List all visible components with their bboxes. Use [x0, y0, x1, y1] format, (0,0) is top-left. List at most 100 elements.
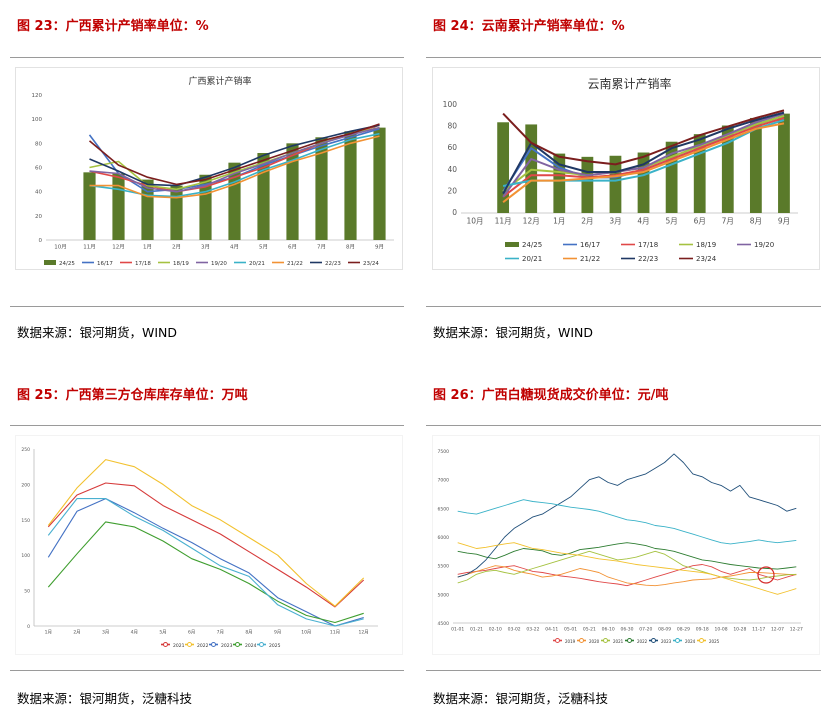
- bar: [112, 173, 125, 240]
- x-tick-label: 7月: [317, 244, 326, 251]
- x-tick-label: 11月: [495, 217, 512, 226]
- chart-title: 云南累计产销率: [587, 76, 671, 91]
- x-tick-label: 1月: [45, 630, 52, 636]
- x-tick-label: 12月: [112, 244, 125, 251]
- legend-label: 20/21: [522, 255, 542, 263]
- x-tick-label: 04-11: [545, 627, 558, 633]
- legend-label: 22/23: [325, 261, 341, 267]
- x-tick-label: 2月: [581, 217, 593, 226]
- x-tick-label: 9月: [375, 244, 384, 251]
- legend-label: 16/17: [97, 261, 113, 267]
- chart-23: 广西累计产销率 0 20 40 60 80 100 120 10月 11月 12月 1月 2月 3月 4月 5…: [32, 75, 394, 267]
- legend-label: 23/24: [696, 255, 717, 263]
- y-tick-label: 200: [21, 482, 30, 488]
- source-note: 数据来源：银河期货，WIND: [17, 325, 178, 340]
- x-tick-label: 12月: [523, 217, 540, 226]
- source-note: 数据来源：银河期货，泛糖科技: [433, 691, 609, 706]
- series-line: [457, 542, 797, 570]
- x-tick-label: 01-21: [470, 627, 483, 633]
- chart-container: 广西累计产销率 0 20 40 60 80 100 120 10月 11月 12月 1月 2月 3月 4月 5…: [15, 67, 403, 270]
- y-tick-label: 5000: [438, 592, 450, 598]
- x-tick-label: 6月: [188, 630, 195, 636]
- series-line: [502, 109, 785, 166]
- x-tick-label: 06-10: [602, 627, 615, 633]
- source-note: 数据来源：银河期货，WIND: [433, 325, 594, 340]
- bar: [344, 131, 357, 240]
- legend-label: 2023: [661, 639, 672, 644]
- x-tick-label: 4月: [637, 217, 649, 226]
- chart-title: 广西累计产销率: [188, 75, 251, 87]
- series-line: [47, 521, 364, 624]
- y-tick-label: 0: [452, 208, 457, 217]
- series-line: [47, 498, 364, 627]
- y-tick-label: 0: [39, 238, 43, 244]
- x-tick-label: 3月: [609, 217, 621, 226]
- bar: [778, 113, 790, 213]
- x-tick-label: 1月: [143, 244, 152, 251]
- y-tick-label: 40: [447, 165, 457, 174]
- x-tick-label: 9月: [778, 217, 790, 226]
- legend-marker: [235, 642, 240, 647]
- legend-label: 24/25: [59, 261, 75, 267]
- x-tick-label: 12-27: [790, 627, 803, 633]
- y-tick-label: 20: [35, 214, 42, 220]
- y-tick-label: 4500: [438, 621, 450, 627]
- bar: [609, 155, 622, 213]
- legend-marker: [699, 638, 704, 643]
- y-tick-label: 50: [24, 589, 30, 595]
- legend-marker: [675, 638, 680, 643]
- legend-label: 21/22: [580, 255, 600, 263]
- x-tick-label: 3月: [201, 244, 210, 251]
- bar: [497, 122, 510, 213]
- y-tick-label: 100: [443, 100, 458, 109]
- chart-24: 云南累计产销率 0 20 40 60 80 100 10月 11月 12月 1月 2月 3月 4月 5月 6月…: [443, 76, 798, 263]
- y-tick-label: 6000: [438, 535, 450, 541]
- bar: [749, 117, 762, 213]
- divider: [10, 670, 404, 671]
- bar: [228, 162, 241, 240]
- y-tick-label: 120: [32, 93, 43, 99]
- legend-label: 17/18: [135, 261, 151, 267]
- y-tick-label: 5500: [438, 564, 450, 570]
- divider: [426, 306, 821, 307]
- chart-26: 4500 5000 5500 6000 6500 7000 7500 01-01 01-21 02…: [438, 449, 803, 644]
- x-tick-label: 06-30: [620, 627, 633, 633]
- y-tick-label: 7500: [438, 449, 450, 455]
- x-tick-label: 5月: [259, 244, 268, 251]
- y-tick-label: 0: [27, 624, 30, 630]
- series-line: [47, 482, 365, 608]
- y-tick-label: 7000: [438, 478, 450, 484]
- legend-marker: [211, 642, 216, 647]
- bar: [315, 137, 328, 240]
- series-line: [89, 124, 380, 187]
- x-tick-label: 09-18: [696, 627, 709, 633]
- bar: [693, 134, 706, 213]
- legend-label: 18/19: [696, 241, 716, 249]
- y-tick-label: 40: [35, 190, 42, 196]
- series-line: [89, 126, 380, 193]
- x-tick-label: 10-08: [715, 627, 728, 633]
- x-tick-label: 10月: [301, 630, 311, 636]
- bar: [525, 124, 538, 213]
- legend-label: 2025: [709, 639, 720, 644]
- series-line: [47, 459, 365, 607]
- bar: [373, 127, 386, 240]
- bar: [721, 125, 734, 213]
- bar: [83, 172, 96, 240]
- series-line: [457, 565, 797, 587]
- chart-container: 云南累计产销率 0 20 40 60 80 100 10月 11月 12月 1月 2月 3月 4月 5月 6月…: [432, 67, 820, 270]
- legend-label: 2025: [269, 643, 281, 649]
- bar: [665, 141, 678, 213]
- divider: [426, 57, 821, 58]
- x-tick-label: 9月: [274, 630, 281, 636]
- legend-label: 2021: [173, 643, 185, 649]
- divider: [10, 57, 404, 58]
- legend-label: 16/17: [580, 241, 600, 249]
- x-tick-label: 12月: [359, 630, 369, 636]
- x-tick-label: 08-09: [658, 627, 671, 633]
- figure-26-title: 图 26：广西白糖现货成交价单位：元/吨: [433, 388, 669, 403]
- legend-marker: [187, 642, 192, 647]
- x-tick-label: 8月: [346, 244, 355, 251]
- legend-label: 20/21: [249, 261, 265, 267]
- x-tick-label: 03-22: [526, 627, 539, 633]
